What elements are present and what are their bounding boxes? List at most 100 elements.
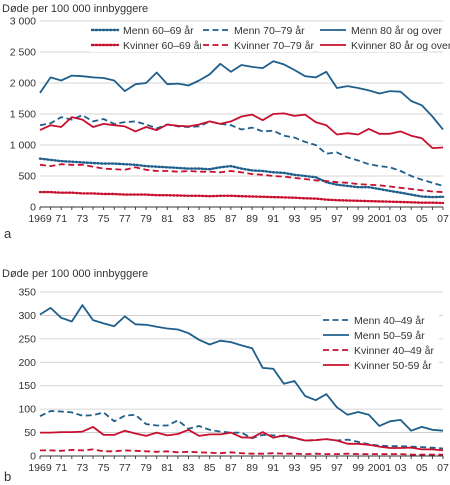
y-axis-label-a: Døde per 100 000 innbyggere [2, 3, 148, 15]
x-tick-label: 79 [140, 462, 152, 474]
legend-bg [318, 25, 430, 37]
x-tick-label: 93 [289, 462, 301, 474]
legend-a: Menn 60–69 år Menn 70–79 år Menn 80 år og … [90, 25, 450, 52]
x-tick-label: 87 [225, 462, 237, 474]
y-tick-label: 150 [18, 380, 36, 392]
x-tick-label: 95 [310, 213, 322, 225]
chart-panel-b: Døde per 100 000 innbyggere 050100150200… [2, 268, 449, 484]
x-tick-label: 85 [204, 213, 216, 225]
x-tick-label: 83 [183, 213, 195, 225]
x-tick-label: 2001 [368, 213, 392, 225]
y-tick-label: 350 [18, 287, 36, 299]
panel-letter-b: b [4, 469, 11, 484]
series-line-a-3 [39, 163, 444, 193]
x-tick-label: 83 [183, 462, 195, 474]
x-ticks-b: 1969 71 73 75 77 79 81 83 85 87 89 91 93 95 97 99 2001 03… [28, 456, 449, 474]
legend-label: Kvinner 70–79 år [234, 40, 314, 52]
legend-label: Menn 60–69 år [123, 25, 194, 37]
series-line-b-0 [39, 410, 444, 450]
legend-label: Kvinner 50-59 år [354, 360, 432, 372]
legend-bg [90, 25, 202, 37]
x-tick-label: 99 [352, 462, 364, 474]
x-tick-label: 75 [98, 462, 110, 474]
x-tick-label: 87 [225, 213, 237, 225]
series-line-b-2 [40, 448, 443, 456]
x-tick-label: 75 [98, 213, 110, 225]
y-tick-label: 3 000 [10, 16, 36, 28]
series-lines-b [39, 304, 444, 456]
y-tick-label: 2 500 [10, 47, 36, 59]
x-tick-label: 89 [246, 462, 258, 474]
y-tick-label: 200 [18, 357, 36, 369]
legend-bg [318, 40, 430, 52]
x-tick-label: 89 [246, 213, 258, 225]
series-line-b-1 [39, 304, 444, 432]
y-ticks-b: 0 50 100 150 200 250 300 350 [18, 287, 36, 463]
legend-bg [201, 40, 313, 52]
x-tick-label: 95 [310, 462, 322, 474]
x-tick-label: 71 [55, 213, 67, 225]
legend-label: Kvinner 40–49 år [354, 345, 434, 357]
y-tick-label: 500 [18, 171, 36, 183]
x-tick-label: 2001 [368, 462, 392, 474]
legend-label: Menn 40–49 år [354, 315, 425, 327]
legend-bg [321, 345, 439, 357]
legend-b: Menn 40–49 år Menn 50–59 år Kvinner 40–49 … [321, 315, 439, 372]
x-tick-label: 81 [161, 462, 173, 474]
y-tick-label: 0 [30, 202, 36, 214]
x-ticks-a: 1969 71 73 75 77 79 81 83 85 87 89 91 93 95 97 99 2001 03… [28, 207, 449, 225]
series-line-b-3 [40, 425, 444, 452]
y-tick-label: 1 000 [10, 140, 36, 152]
series-line-a-0 [38, 157, 445, 199]
x-tick-label: 1969 [28, 462, 52, 474]
x-tick-label: 79 [140, 213, 152, 225]
x-tick-label: 91 [267, 213, 279, 225]
series-line-a-5 [39, 112, 444, 150]
legend-bg [321, 315, 439, 327]
legend-label: Menn 80 år og over [351, 25, 443, 37]
x-tick-label: 97 [331, 462, 343, 474]
legend-bg [321, 330, 439, 342]
x-tick-label: 05 [416, 213, 428, 225]
y-axis-label-b: Døde per 100 000 innbyggere [2, 268, 148, 280]
x-tick-label: 03 [395, 213, 407, 225]
x-tick-label: 77 [119, 213, 131, 225]
x-tick-label: 99 [352, 213, 364, 225]
series-line-a-4 [39, 60, 444, 131]
legend-bg [201, 25, 313, 37]
legend-label: Menn 70–79 år [234, 25, 305, 37]
x-tick-label: 73 [77, 462, 89, 474]
x-tick-label: 71 [55, 462, 67, 474]
x-tick-label: 81 [161, 213, 173, 225]
y-tick-label: 2 000 [10, 78, 36, 90]
x-tick-label: 97 [331, 213, 343, 225]
chart-panel-a: Døde per 100 000 innbyggere 0 500 1 000 1 5… [2, 3, 450, 241]
legend-label: Menn 50–59 år [354, 330, 425, 342]
legend-label: Kvinner 80 år og over [351, 40, 450, 52]
x-tick-label: 77 [119, 462, 131, 474]
y-tick-label: 300 [18, 310, 36, 322]
x-tick-label: 73 [77, 213, 89, 225]
panel-letter-a: a [4, 226, 12, 241]
y-tick-label: 1 500 [10, 109, 36, 121]
y-tick-label: 250 [18, 333, 36, 345]
y-tick-label: 50 [24, 427, 36, 439]
x-tick-label: 05 [416, 462, 428, 474]
series-line-a-2 [39, 114, 444, 187]
x-tick-label: 07 [437, 462, 449, 474]
legend-bg [90, 40, 202, 52]
x-tick-label: 1969 [28, 213, 52, 225]
y-ticks-a: 0 500 1 000 1 500 2 000 2 500 3 000 [10, 16, 36, 214]
x-tick-label: 85 [204, 462, 216, 474]
y-tick-label: 0 [30, 451, 36, 463]
y-tick-label: 100 [18, 404, 36, 416]
legend-label: Kvinner 60–69 år [123, 40, 203, 52]
series-lines-a [38, 60, 445, 205]
x-tick-label: 93 [289, 213, 301, 225]
x-tick-label: 03 [395, 462, 407, 474]
x-tick-label: 91 [267, 462, 279, 474]
series-line-a-1 [38, 190, 445, 205]
x-tick-label: 07 [437, 213, 449, 225]
legend-bg [321, 360, 439, 372]
